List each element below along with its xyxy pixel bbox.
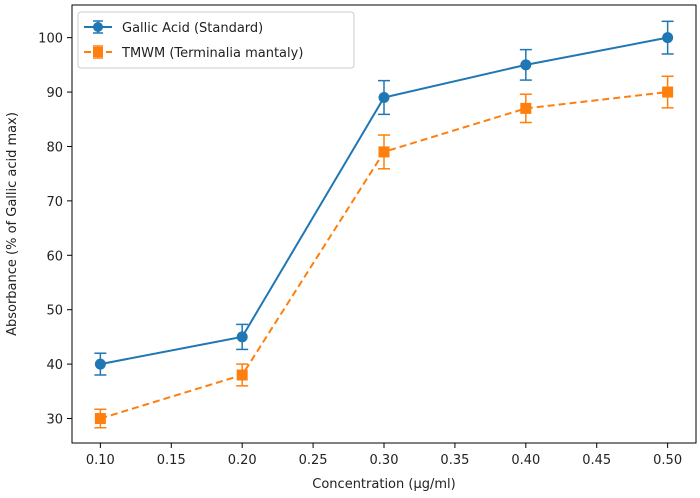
legend-item-1: Gallic Acid (Standard) — [84, 20, 263, 36]
series-2 — [94, 75, 674, 429]
x-tick-label: 0.35 — [440, 453, 469, 468]
x-tick-label: 0.45 — [582, 453, 611, 468]
y-tick-label: 60 — [46, 249, 63, 264]
x-tick-label: 0.20 — [228, 453, 257, 468]
y-tick-label: 70 — [46, 195, 63, 210]
y-tick-label: 40 — [46, 358, 63, 373]
data-point — [236, 369, 248, 381]
x-axis-label: Concentration (µg/ml) — [312, 477, 455, 492]
data-point — [94, 358, 106, 370]
data-point — [378, 91, 390, 103]
y-tick-label: 80 — [46, 140, 63, 155]
y-axis-ticks: 30 40 50 60 70 80 90 100 — [38, 32, 72, 428]
series-layer — [94, 20, 674, 429]
x-tick-label: 0.40 — [511, 453, 540, 468]
legend-marker — [93, 47, 103, 57]
data-point — [662, 32, 674, 44]
legend-frame — [77, 11, 355, 69]
data-point — [520, 59, 532, 71]
x-tick-label: 0.50 — [653, 453, 682, 468]
x-tick-label: 0.15 — [157, 453, 186, 468]
y-tick-label: 90 — [46, 86, 63, 101]
data-point — [378, 146, 390, 158]
series-1 — [94, 20, 674, 376]
data-point — [94, 413, 106, 425]
x-axis-ticks: 0.10 0.15 0.20 0.25 0.30 0.35 0.40 0.45 0.50 — [86, 443, 682, 468]
legend-label: TMWM (Terminalia mantaly) — [121, 46, 303, 61]
legend-label: Gallic Acid (Standard) — [122, 21, 263, 36]
legend: Gallic Acid (Standard) TMWM (Terminalia m… — [77, 11, 355, 69]
legend-item-2: TMWM (Terminalia mantaly) — [84, 45, 303, 61]
x-tick-label: 0.10 — [86, 453, 115, 468]
x-tick-label: 0.25 — [299, 453, 328, 468]
plot-area — [71, 4, 697, 444]
data-point — [520, 102, 532, 114]
data-point — [662, 86, 674, 98]
legend-marker — [93, 22, 103, 32]
y-axis-label: Absorbance (% of Gallic acid max) — [5, 112, 20, 336]
x-tick-label: 0.30 — [370, 453, 399, 468]
y-tick-label: 50 — [46, 304, 63, 319]
y-tick-label: 30 — [46, 413, 63, 428]
data-point — [236, 331, 248, 343]
y-tick-label: 100 — [38, 32, 63, 47]
